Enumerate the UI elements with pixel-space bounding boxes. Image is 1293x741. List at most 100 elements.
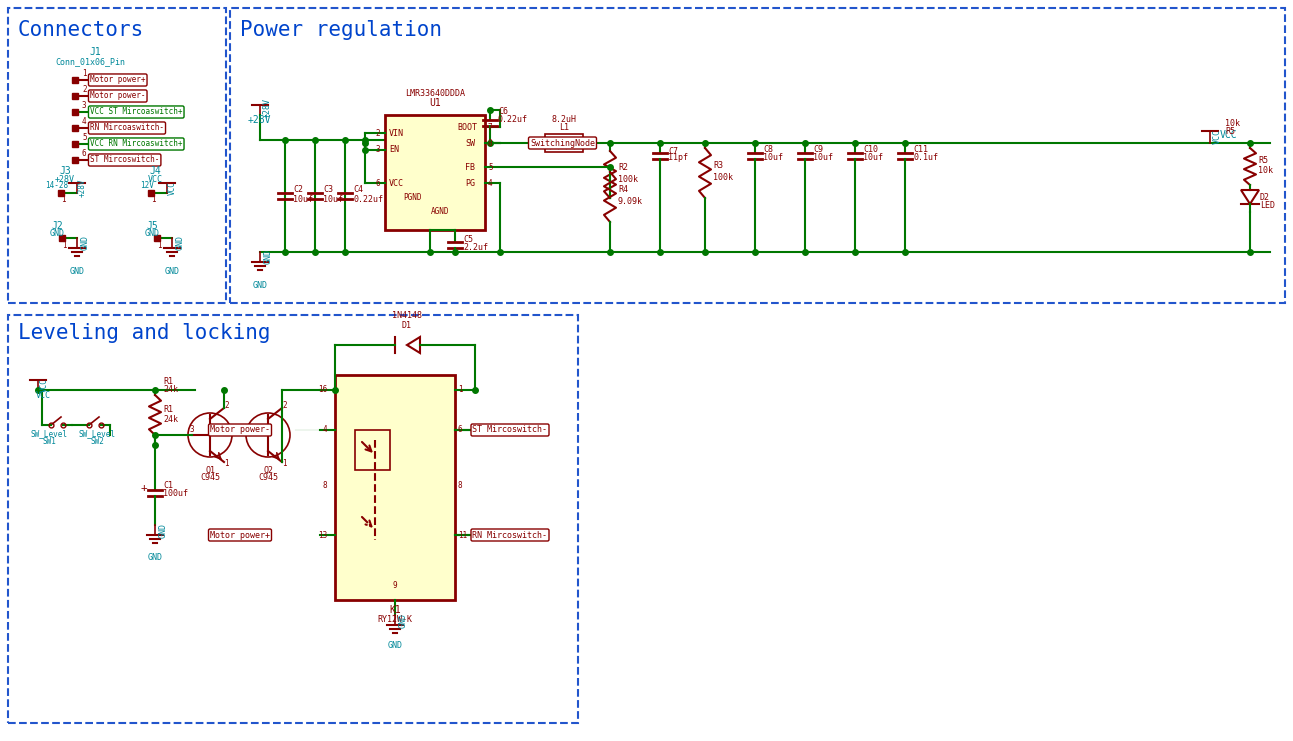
Text: 6: 6 bbox=[81, 148, 87, 158]
Text: R5: R5 bbox=[1258, 156, 1268, 165]
Text: 10uf: 10uf bbox=[763, 153, 784, 162]
Text: SwitchingNode: SwitchingNode bbox=[530, 139, 595, 147]
Text: C2: C2 bbox=[294, 185, 303, 194]
Text: ST Mircoswitch-: ST Mircoswitch- bbox=[91, 156, 159, 165]
Polygon shape bbox=[147, 190, 154, 196]
Text: C11: C11 bbox=[913, 145, 928, 155]
Text: +: + bbox=[141, 483, 147, 493]
Text: Motor power+: Motor power+ bbox=[91, 76, 146, 84]
Text: LED: LED bbox=[1259, 202, 1275, 210]
Text: 11: 11 bbox=[458, 531, 467, 539]
Text: R3: R3 bbox=[712, 161, 723, 170]
Text: 1: 1 bbox=[156, 241, 162, 250]
Text: +28V: +28V bbox=[248, 115, 272, 125]
Text: 10uf: 10uf bbox=[813, 153, 833, 162]
Text: 10uf: 10uf bbox=[294, 194, 313, 204]
Text: 0.22uf: 0.22uf bbox=[353, 194, 383, 204]
Text: VCC: VCC bbox=[147, 174, 163, 184]
Text: 16: 16 bbox=[318, 385, 327, 394]
Text: 2.2uf: 2.2uf bbox=[463, 244, 487, 253]
FancyBboxPatch shape bbox=[335, 375, 455, 600]
Text: RN Mircoaswitch-: RN Mircoaswitch- bbox=[91, 124, 164, 133]
Polygon shape bbox=[72, 93, 78, 99]
Text: C9: C9 bbox=[813, 145, 824, 155]
Text: 10uf: 10uf bbox=[323, 194, 343, 204]
Text: D1: D1 bbox=[402, 321, 412, 330]
Text: U1: U1 bbox=[429, 98, 441, 108]
Text: VCC: VCC bbox=[36, 391, 50, 400]
Text: 1: 1 bbox=[282, 459, 287, 468]
Text: 12V: 12V bbox=[140, 181, 154, 190]
Text: C1: C1 bbox=[163, 482, 173, 491]
Text: 1: 1 bbox=[81, 68, 87, 78]
Text: 0.1uf: 0.1uf bbox=[913, 153, 937, 162]
Text: 6: 6 bbox=[375, 179, 380, 187]
Polygon shape bbox=[72, 141, 78, 147]
FancyBboxPatch shape bbox=[385, 115, 485, 230]
Text: GND: GND bbox=[400, 613, 409, 628]
Text: VCC: VCC bbox=[389, 179, 403, 187]
Text: Motor power+: Motor power+ bbox=[209, 531, 270, 539]
Text: AGND: AGND bbox=[431, 207, 449, 216]
Text: SW_Level: SW_Level bbox=[79, 430, 115, 439]
Text: VIN: VIN bbox=[389, 128, 403, 138]
Text: GND: GND bbox=[252, 281, 268, 290]
Text: VCC: VCC bbox=[1213, 128, 1222, 144]
Text: LMR33640DDDA: LMR33640DDDA bbox=[405, 88, 465, 98]
Text: R2: R2 bbox=[618, 163, 628, 172]
Polygon shape bbox=[72, 77, 78, 83]
Text: VCC: VCC bbox=[40, 378, 49, 392]
Text: GND: GND bbox=[388, 640, 402, 650]
Text: 8: 8 bbox=[458, 480, 463, 490]
Text: 11pf: 11pf bbox=[668, 153, 688, 162]
Text: J1: J1 bbox=[89, 47, 101, 57]
Text: 100uf: 100uf bbox=[163, 490, 187, 499]
Text: GND: GND bbox=[81, 236, 91, 250]
Text: 8.2uH: 8.2uH bbox=[552, 115, 577, 124]
Text: +28V: +28V bbox=[56, 174, 75, 184]
Text: C5: C5 bbox=[463, 236, 473, 245]
Text: 1: 1 bbox=[61, 196, 66, 205]
Text: J4: J4 bbox=[149, 166, 160, 176]
Text: 9.09k: 9.09k bbox=[618, 198, 643, 207]
Text: 8: 8 bbox=[322, 480, 327, 490]
Text: SW_Level: SW_Level bbox=[31, 430, 67, 439]
Text: J2: J2 bbox=[52, 221, 63, 231]
Text: K1: K1 bbox=[389, 605, 401, 615]
Text: 3: 3 bbox=[375, 145, 380, 155]
Text: C8: C8 bbox=[763, 145, 773, 155]
Text: GND: GND bbox=[176, 236, 185, 250]
Text: ST Mircoswitch-: ST Mircoswitch- bbox=[472, 425, 547, 434]
Text: 100k: 100k bbox=[712, 173, 733, 182]
Text: GND: GND bbox=[49, 230, 65, 239]
Text: 10uf: 10uf bbox=[862, 153, 883, 162]
Text: J3: J3 bbox=[59, 166, 71, 176]
Text: Connectors: Connectors bbox=[18, 20, 145, 40]
Text: Motor power-: Motor power- bbox=[91, 91, 146, 101]
Text: 2: 2 bbox=[375, 128, 380, 138]
Text: +28V: +28V bbox=[78, 179, 87, 197]
Text: 5: 5 bbox=[487, 162, 493, 171]
Text: 6: 6 bbox=[458, 425, 463, 434]
Text: 3: 3 bbox=[247, 425, 252, 433]
Polygon shape bbox=[72, 109, 78, 115]
Text: GND: GND bbox=[70, 267, 84, 276]
Text: 24k: 24k bbox=[163, 414, 178, 424]
Text: 1N4148: 1N4148 bbox=[392, 311, 422, 321]
Text: VCC: VCC bbox=[168, 181, 177, 195]
Text: 1: 1 bbox=[62, 241, 67, 250]
Text: SW: SW bbox=[465, 139, 475, 147]
Text: 4: 4 bbox=[81, 116, 87, 125]
Text: GND: GND bbox=[164, 267, 180, 276]
Text: VCC: VCC bbox=[1221, 130, 1237, 140]
Text: Q2: Q2 bbox=[262, 465, 273, 474]
Text: 3: 3 bbox=[81, 101, 87, 110]
Text: C945: C945 bbox=[200, 473, 220, 482]
Text: 100k: 100k bbox=[618, 175, 637, 184]
Polygon shape bbox=[58, 190, 63, 196]
Text: RN Mircoswitch-: RN Mircoswitch- bbox=[472, 531, 547, 539]
Text: 2: 2 bbox=[81, 84, 87, 93]
Text: Motor power-: Motor power- bbox=[209, 425, 270, 434]
Text: GND: GND bbox=[147, 554, 163, 562]
Text: L1: L1 bbox=[559, 122, 569, 131]
